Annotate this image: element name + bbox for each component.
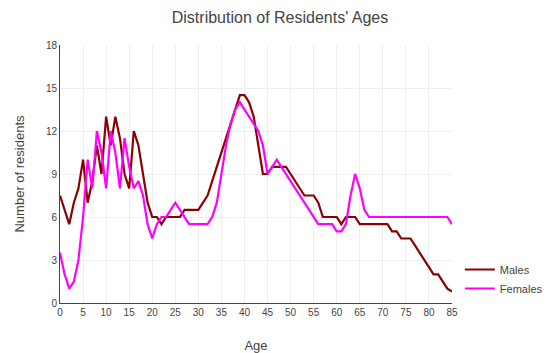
svg-text:10: 10 xyxy=(101,307,113,318)
svg-text:Distribution of Residents' Age: Distribution of Residents' Ages xyxy=(172,9,389,26)
svg-text:55: 55 xyxy=(308,307,320,318)
svg-text:Females: Females xyxy=(500,283,543,295)
svg-text:65: 65 xyxy=(354,307,366,318)
svg-text:20: 20 xyxy=(147,307,159,318)
svg-text:80: 80 xyxy=(423,307,435,318)
svg-text:15: 15 xyxy=(46,83,58,94)
svg-text:45: 45 xyxy=(262,307,274,318)
svg-text:75: 75 xyxy=(400,307,412,318)
svg-text:0: 0 xyxy=(57,307,63,318)
svg-text:0: 0 xyxy=(51,298,57,309)
svg-text:Age: Age xyxy=(244,338,267,353)
svg-text:18: 18 xyxy=(46,40,58,51)
svg-text:60: 60 xyxy=(331,307,343,318)
svg-text:Males: Males xyxy=(500,264,530,276)
svg-text:85: 85 xyxy=(446,307,458,318)
svg-text:40: 40 xyxy=(239,307,251,318)
svg-text:70: 70 xyxy=(377,307,389,318)
svg-text:5: 5 xyxy=(80,307,86,318)
svg-text:Number of residents: Number of residents xyxy=(12,115,27,233)
svg-text:35: 35 xyxy=(216,307,228,318)
svg-text:25: 25 xyxy=(170,307,182,318)
svg-text:12: 12 xyxy=(46,126,58,137)
svg-text:50: 50 xyxy=(285,307,297,318)
svg-text:9: 9 xyxy=(51,169,57,180)
svg-text:3: 3 xyxy=(51,255,57,266)
svg-text:6: 6 xyxy=(51,212,57,223)
svg-text:15: 15 xyxy=(124,307,136,318)
svg-text:30: 30 xyxy=(193,307,205,318)
